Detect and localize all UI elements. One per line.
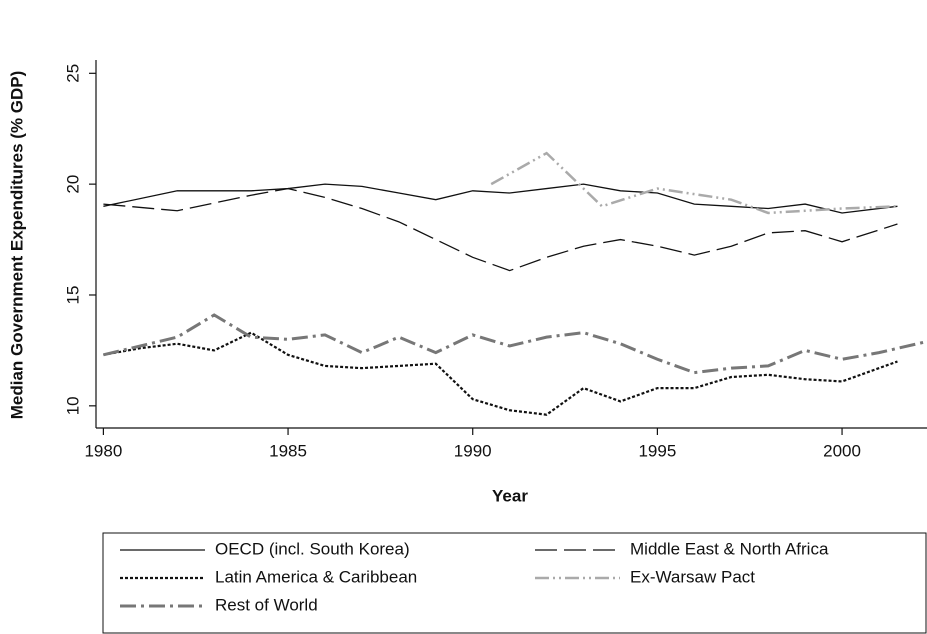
- y-tick-label: 20: [63, 175, 82, 194]
- x-axis-title: Year: [492, 486, 528, 505]
- x-tick-label: 2000: [823, 441, 861, 460]
- x-tick-label: 1995: [638, 441, 676, 460]
- x-tick-label: 1980: [84, 441, 122, 460]
- y-tick-label: 15: [63, 286, 82, 305]
- series-line: [103, 187, 898, 272]
- legend-label: Latin America & Caribbean: [215, 567, 417, 586]
- series-line: [103, 183, 898, 214]
- y-tick-label: 25: [63, 64, 82, 83]
- series-line: [490, 151, 898, 215]
- y-axis-title: Median Government Expenditures (% GDP): [7, 71, 26, 420]
- legend-label: Middle East & North Africa: [630, 539, 829, 558]
- legend-label: Ex-Warsaw Pact: [630, 567, 755, 586]
- legend-label: Rest of World: [215, 595, 318, 614]
- x-tick-label: 1990: [454, 441, 492, 460]
- series-line: [103, 313, 927, 375]
- x-tick-label: 1985: [269, 441, 307, 460]
- legend-box: [102, 532, 927, 634]
- legend-label: OECD (incl. South Korea): [215, 539, 410, 558]
- series-line: [103, 331, 898, 416]
- y-tick-label: 10: [63, 396, 82, 415]
